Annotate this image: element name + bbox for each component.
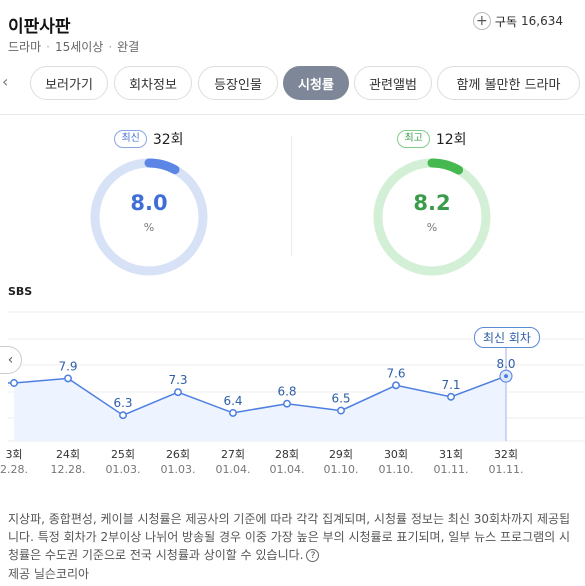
- tab-albums[interactable]: 관련앨범: [354, 66, 432, 100]
- question-icon[interactable]: ?: [306, 549, 320, 562]
- x-tick-label: 30회: [384, 448, 408, 461]
- date-tick-label: 01.10.: [324, 463, 359, 476]
- data-label: 7.9: [58, 359, 77, 373]
- data-point: [337, 406, 345, 415]
- drama-meta: 드라마 · 15세이상 · 완결: [8, 38, 139, 55]
- date-tick-label: 01.03.: [106, 463, 141, 476]
- latest-gauge-ring: [90, 158, 208, 276]
- network-label: SBS: [8, 285, 33, 298]
- data-label: 7.3: [168, 373, 187, 387]
- data-point: [392, 381, 400, 390]
- data-provider: 제공 닐슨코리아: [8, 567, 90, 581]
- separator-dot: ·: [46, 39, 50, 54]
- latest-rating-value: 8.0: [130, 191, 168, 215]
- latest-badge: 최신: [114, 130, 147, 148]
- highest-rating-gauge: 최고 12회 8.2 %: [312, 128, 552, 279]
- chevron-left-icon[interactable]: ‹: [0, 346, 22, 374]
- x-tick-label: 26회: [166, 448, 190, 461]
- data-point: [283, 399, 291, 408]
- vertical-divider: [291, 136, 292, 256]
- subscribe-button[interactable]: + 구독 16,634: [472, 12, 563, 30]
- latest-rating-gauge: 최신 32회 8.0 %: [29, 128, 269, 279]
- footnote-text: 지상파, 종합편성, 케이블 시청률은 제공사의 기준에 따라 각각 집계되며,…: [8, 512, 571, 562]
- data-point: [10, 379, 18, 387]
- age-rating: 15세이상: [54, 40, 104, 54]
- divider: [0, 114, 585, 115]
- x-tick-label: 27회: [221, 448, 245, 461]
- plus-icon: +: [472, 12, 491, 30]
- data-label: 6.5: [331, 392, 350, 406]
- date-tick-label: 12.28.: [51, 463, 86, 476]
- tab-characters[interactable]: 등장인물: [198, 66, 278, 100]
- data-label: 6.4: [223, 394, 242, 408]
- x-tick-label: 29회: [329, 448, 353, 461]
- footnote: 지상파, 종합편성, 케이블 시청률은 제공사의 기준에 따라 각각 집계되며,…: [8, 510, 578, 564]
- x-tick-label: 28회: [275, 448, 299, 461]
- data-point: [229, 408, 237, 417]
- data-label: 6.8: [277, 385, 296, 399]
- x-tick-label: 31회: [439, 448, 463, 461]
- data-point: [119, 411, 127, 420]
- data-label: 8.0: [496, 357, 515, 371]
- date-tick-label: 01.04.: [270, 463, 305, 476]
- ratings-chart: 3회 2.28. 7.9 24회 12.28. 6.3 25회 01.03. 7.3 26회 01.…: [0, 311, 585, 476]
- data-label: 7.1: [441, 378, 460, 392]
- tab-bar: ‹ 보러가기 회차정보 등장인물 시청률 관련앨범 함께 볼만한 드라마: [0, 64, 585, 100]
- data-point-center: [504, 374, 508, 379]
- tab-ratings[interactable]: 시청률: [283, 66, 349, 100]
- data-label: 6.3: [113, 396, 132, 410]
- data-point: [447, 392, 455, 401]
- genre: 드라마: [8, 40, 42, 54]
- series-line: [13, 375, 507, 417]
- drama-title: 이판사판: [8, 17, 71, 37]
- highest-badge: 최고: [397, 130, 430, 148]
- latest-episode: 32회: [152, 132, 184, 148]
- latest-rating-unit: %: [143, 221, 155, 234]
- date-tick-label: 01.10.: [379, 463, 414, 476]
- tab-recommended[interactable]: 함께 볼만한 드라마: [437, 66, 580, 100]
- x-tick-label: 32회: [494, 448, 518, 461]
- data-point: [174, 388, 182, 397]
- subscribe-label: 구독: [494, 14, 517, 29]
- date-tick-label: 01.04.: [216, 463, 251, 476]
- tab-episodes[interactable]: 회차정보: [114, 66, 192, 100]
- tab-watch[interactable]: 보러가기: [30, 66, 108, 100]
- data-point: [64, 374, 72, 383]
- date-tick-label: 01.11.: [489, 463, 524, 476]
- highest-gauge-ring: [373, 158, 491, 276]
- highest-rating-unit: %: [426, 221, 438, 234]
- chevron-left-icon[interactable]: ‹: [2, 72, 9, 91]
- status: 완결: [117, 40, 140, 54]
- date-tick-label: 01.03.: [161, 463, 196, 476]
- subscribe-count: 16,634: [521, 14, 563, 28]
- latest-episode-pill: 최신 회차: [474, 327, 540, 348]
- data-label: 7.6: [386, 366, 405, 380]
- date-tick-label: 2.28.: [0, 463, 28, 476]
- x-tick-label: 25회: [111, 448, 135, 461]
- highest-episode: 12회: [435, 132, 467, 148]
- separator-dot: ·: [108, 39, 113, 54]
- highest-rating-value: 8.2: [413, 191, 451, 215]
- x-tick-label: 3회: [5, 448, 22, 461]
- date-tick-label: 01.11.: [434, 463, 469, 476]
- x-tick-label: 24회: [56, 448, 80, 461]
